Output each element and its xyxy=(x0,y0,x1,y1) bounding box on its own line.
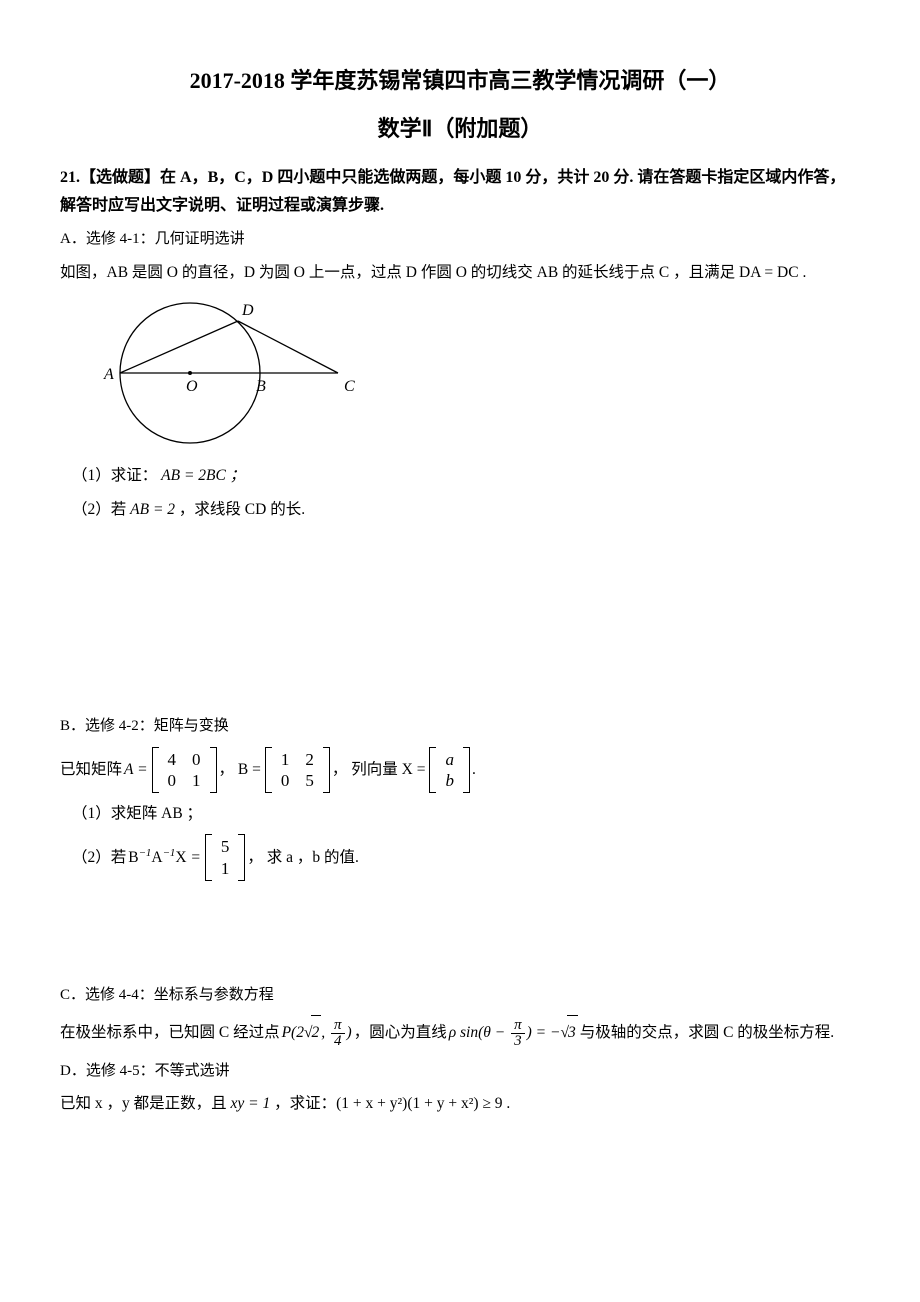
partA-item2-eq: AB = 2 xyxy=(130,501,175,518)
partD-stem-pre: 已知 x ，y 都是正数，且 xyxy=(60,1095,231,1112)
partD-mid: ，求证： xyxy=(270,1095,336,1112)
gap-B-C xyxy=(60,887,860,977)
partA-item2-pre: （2）若 xyxy=(72,501,130,518)
partB-X-label: ， 列向量 X = xyxy=(332,755,426,784)
partB-stem: 已知矩阵 A = 4001 ， B = 1205 ， 列向量 X = ab . xyxy=(60,747,860,794)
matrix-rhs: 51 xyxy=(205,834,246,881)
partB-item2-lhs: B−1A−1X = xyxy=(128,843,201,873)
partB-B-label: ， B = xyxy=(219,755,261,784)
matrix-B: 1205 xyxy=(265,747,330,794)
partA-heading: A．选修 4-1：几何证明选讲 xyxy=(60,225,860,254)
svg-text:O: O xyxy=(186,378,198,395)
partC-stem-post: 与极轴的交点，求圆 C 的极坐标方程. xyxy=(580,1016,834,1050)
matrix-X: ab xyxy=(429,747,470,794)
svg-text:B: B xyxy=(256,378,266,395)
partB-item2-post: ， 求 a ，b 的值. xyxy=(247,843,359,872)
partC-heading: C．选修 4-4：坐标系与参数方程 xyxy=(60,981,860,1010)
partB-heading: B．选修 4-2：矩阵与变换 xyxy=(60,712,860,741)
svg-text:C: C xyxy=(344,378,355,395)
partA-item2: （2）若 AB = 2 ，求线段 CD 的长. xyxy=(60,495,860,524)
svg-text:A: A xyxy=(103,366,114,383)
partB-item2-pre: （2）若 xyxy=(72,843,126,872)
partA-item1-eq: AB = 2BC ； xyxy=(161,467,245,484)
partA-item1-label: （1）求证： xyxy=(72,467,157,484)
partD-cond: xy = 1 xyxy=(231,1095,271,1112)
partD-stem: 已知 x ，y 都是正数，且 xy = 1 ，求证：(1 + x + y²)(1… xyxy=(60,1089,860,1118)
svg-text:D: D xyxy=(241,302,254,319)
partA-item2-post: ，求线段 CD 的长. xyxy=(175,501,305,518)
partA-stem-main: AB 是圆 O 的直径，D 为圆 O 上一点，过点 D 作圆 O 的切线交 AB… xyxy=(107,264,807,281)
gap-A-B xyxy=(60,528,860,708)
q21-instructions: 21.【选做题】在 A，B，C，D 四小题中只能选做两题，每小题 10 分，共计… xyxy=(60,164,860,222)
partC-line: ρ sin(θ − π3) = −√3 xyxy=(449,1015,578,1050)
partC-mid: ，圆心为直线 xyxy=(354,1016,447,1050)
partA-stem: 如图，AB 是圆 O 的直径，D 为圆 O 上一点，过点 D 作圆 O 的切线交… xyxy=(60,258,860,287)
q21-label: 21.【选做题】 xyxy=(60,169,160,186)
page-title-2: 数学Ⅱ（附加题） xyxy=(60,108,860,150)
partC-stem: 在极坐标系中，已知圆 C 经过点 P(2√2, π4) ，圆心为直线 ρ sin… xyxy=(60,1015,860,1050)
partC-stem-pre: 在极坐标系中，已知圆 C 经过点 xyxy=(60,1016,280,1050)
partA-diagram: A O B C D xyxy=(70,293,380,453)
partD-claim: (1 + x + y²)(1 + y + x²) ≥ 9 . xyxy=(336,1095,510,1112)
q21-text: 在 A，B，C，D 四小题中只能选做两题，每小题 10 分，共计 20 分. 请… xyxy=(60,169,845,215)
partA-stem-pre: 如图， xyxy=(60,264,107,281)
partA-item1: （1）求证： AB = 2BC ； xyxy=(60,461,860,490)
partD-heading: D．选修 4-5：不等式选讲 xyxy=(60,1057,860,1086)
partB-stem-pre: 已知矩阵 xyxy=(60,755,122,784)
partB-item2: （2）若 B−1A−1X = 51 ， 求 a ，b 的值. xyxy=(60,834,860,881)
partB-item1: （1）求矩阵 AB ； xyxy=(60,799,860,828)
page-title-1: 2017-2018 学年度苏锡常镇四市高三教学情况调研（一） xyxy=(60,60,860,102)
matrix-A: 4001 xyxy=(152,747,217,794)
partB-A-label: A = xyxy=(124,755,148,784)
partC-P: P(2√2, π4) xyxy=(282,1015,352,1050)
partB-stem-post: . xyxy=(472,755,476,784)
